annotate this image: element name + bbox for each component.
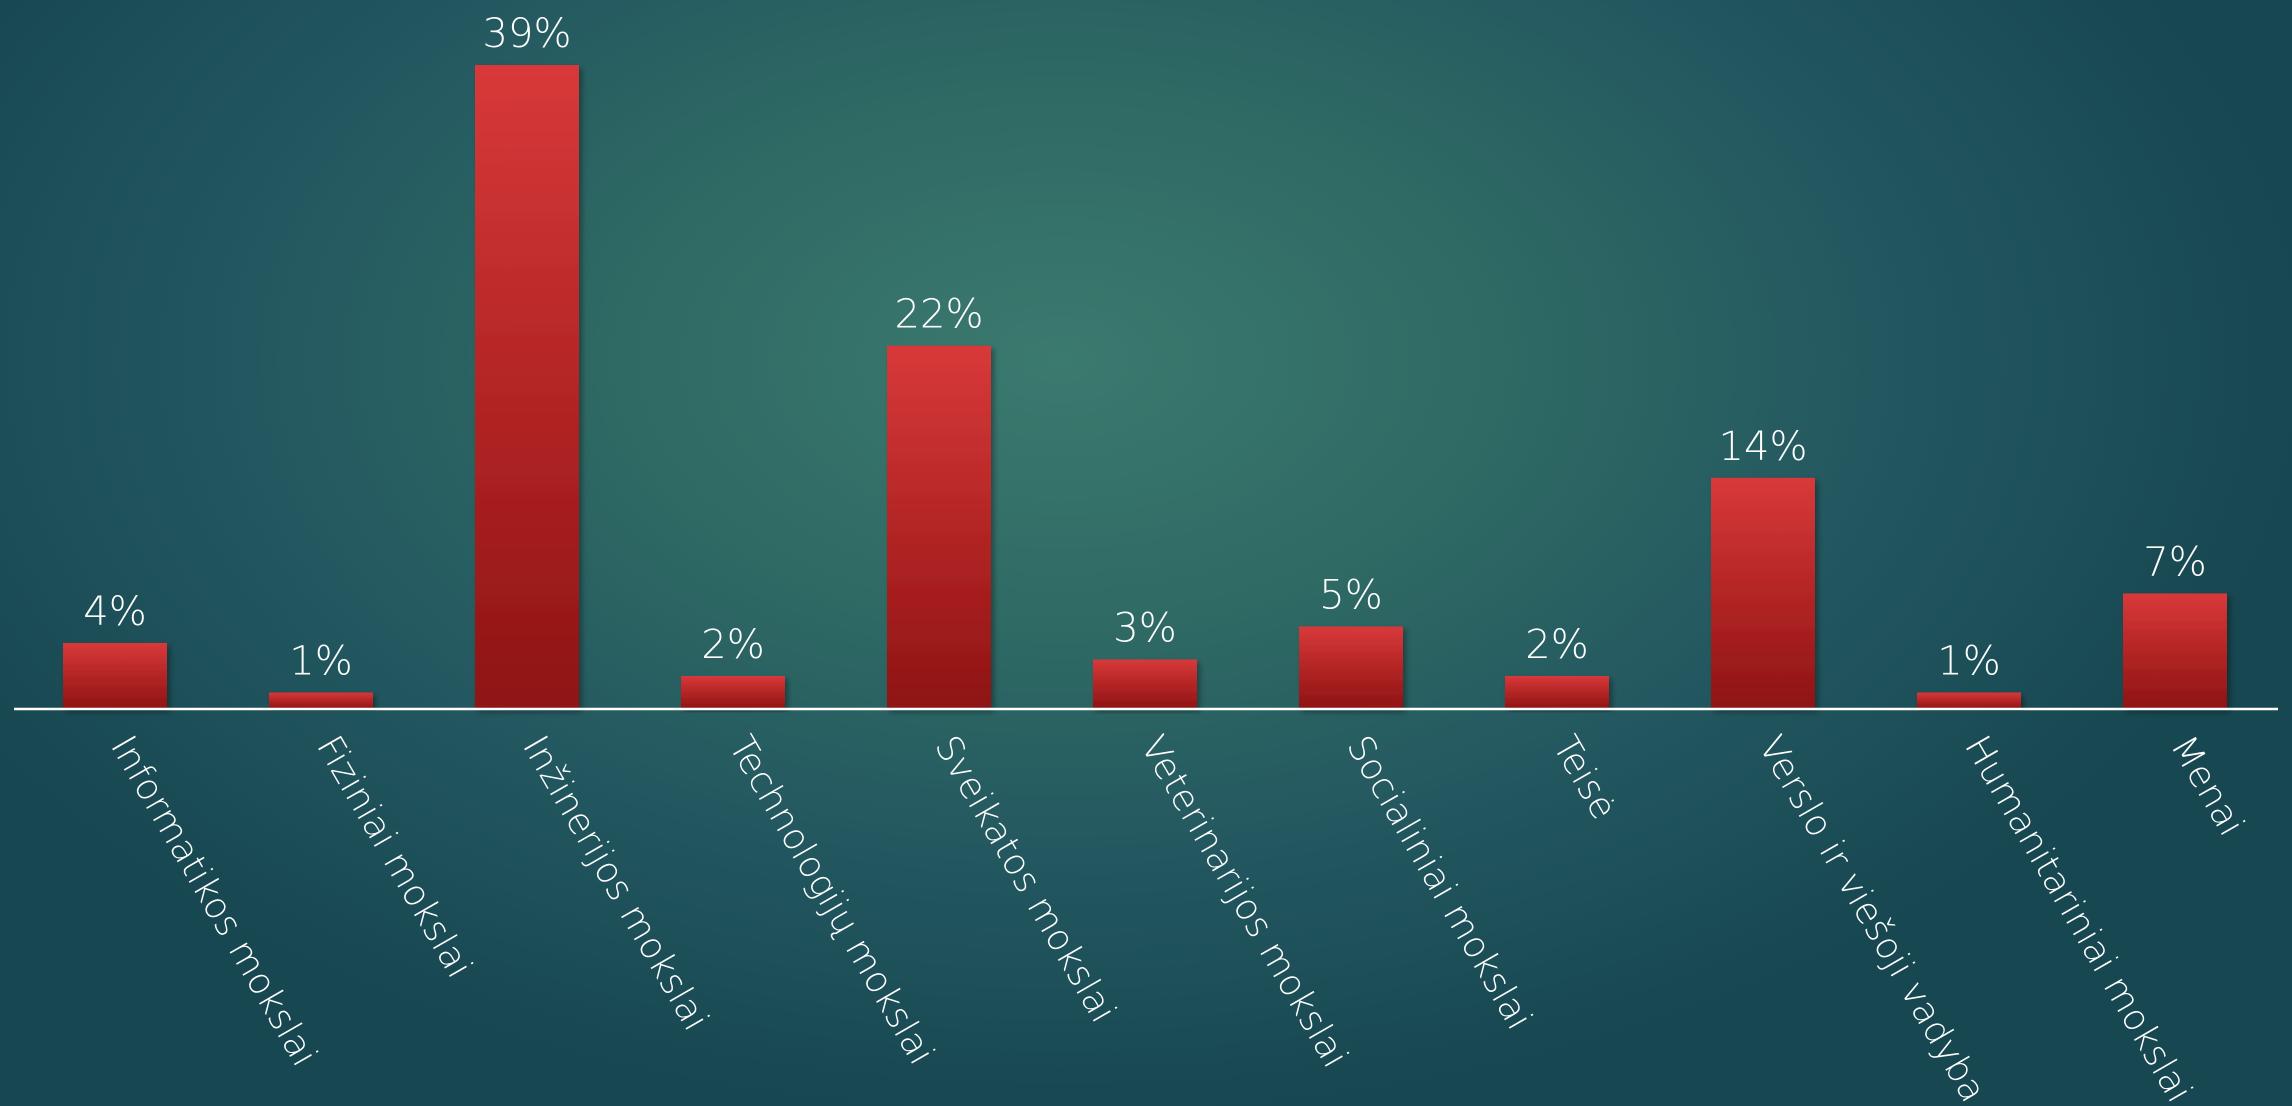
category-label-7: Socialiniai mokslai bbox=[1338, 729, 1539, 1037]
bar-10 bbox=[1917, 692, 2021, 709]
bar-2 bbox=[269, 692, 373, 709]
value-label-11: 7% bbox=[2143, 539, 2206, 585]
category-label-4: Technologijų mokslai bbox=[720, 729, 942, 1072]
bar-7 bbox=[1299, 626, 1403, 709]
category-label-10: Humanitariniai mokslai bbox=[1956, 729, 2199, 1106]
value-label-4: 2% bbox=[701, 622, 764, 668]
value-label-3: 39% bbox=[483, 11, 572, 57]
bar-9 bbox=[1711, 477, 1815, 709]
value-labels-group: 4% 1% 39% 2% 22% 3% 5% 2% 14% 1% 7% bbox=[83, 11, 2206, 684]
category-label-1: Informatikos mokslai bbox=[102, 729, 325, 1073]
value-label-8: 2% bbox=[1525, 622, 1588, 668]
category-label-8: Teisė bbox=[1544, 729, 1624, 827]
bar-5 bbox=[887, 345, 991, 709]
value-label-2: 1% bbox=[289, 638, 352, 684]
value-label-10: 1% bbox=[1937, 638, 2000, 684]
bar-8 bbox=[1505, 675, 1609, 709]
category-label-5: Sveikatos mokslai bbox=[926, 729, 1123, 1030]
category-label-11: Menai bbox=[2162, 729, 2252, 843]
bar-1 bbox=[63, 642, 167, 709]
category-label-3: Inžinerijos mokslai bbox=[514, 729, 716, 1038]
bars-group bbox=[63, 65, 2227, 709]
category-label-6: Veterinarijos mokslai bbox=[1132, 729, 1355, 1075]
category-label-9: Verslo ir viešoji vadyba bbox=[1750, 729, 1993, 1106]
value-label-7: 5% bbox=[1319, 572, 1382, 618]
category-label-2: Fiziniai mokslai bbox=[308, 729, 480, 985]
value-label-1: 4% bbox=[83, 589, 146, 635]
bar-4 bbox=[681, 675, 785, 709]
value-label-9: 14% bbox=[1719, 424, 1808, 470]
value-label-5: 22% bbox=[895, 292, 984, 338]
value-label-6: 3% bbox=[1113, 605, 1176, 651]
bar-6 bbox=[1093, 659, 1197, 709]
bar-11 bbox=[2123, 593, 2227, 709]
bar-3 bbox=[475, 65, 579, 709]
